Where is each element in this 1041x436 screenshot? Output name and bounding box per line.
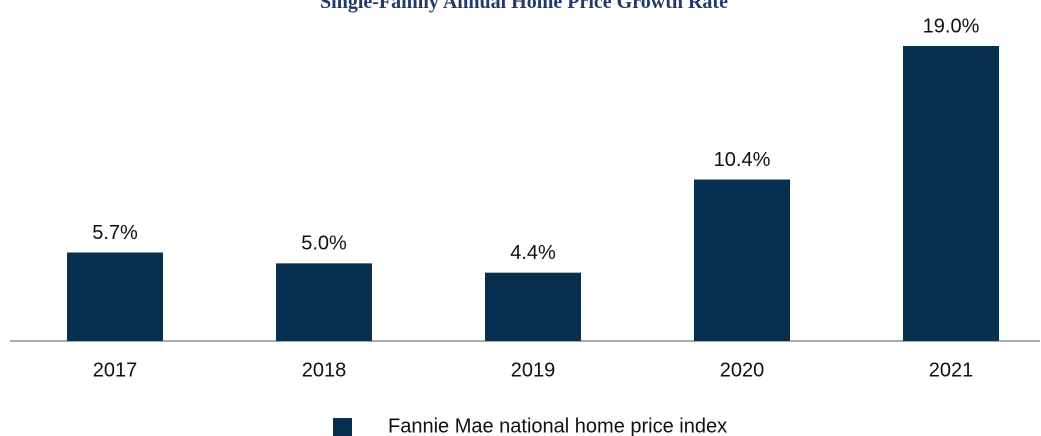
bar [903,46,999,341]
data-label: 5.0% [301,233,347,255]
data-label: 4.4% [510,242,556,264]
x-tick-label: 2020 [720,359,765,381]
bar [67,252,163,341]
data-label: 5.7% [92,222,138,244]
data-label: 10.4% [714,149,771,171]
x-tick-label: 2021 [929,359,974,381]
x-tick-label: 2017 [93,359,138,381]
chart-title: Single-Family Annual Home Price Growth R… [320,0,728,13]
x-tick-label: 2018 [302,359,347,381]
bar [485,272,581,341]
data-label: 19.0% [923,15,980,37]
x-tick-label: 2019 [511,359,556,381]
bar [694,179,790,341]
bar [276,263,372,341]
legend-swatch [333,418,352,436]
legend-label: Fannie Mae national home price index [388,415,727,436]
